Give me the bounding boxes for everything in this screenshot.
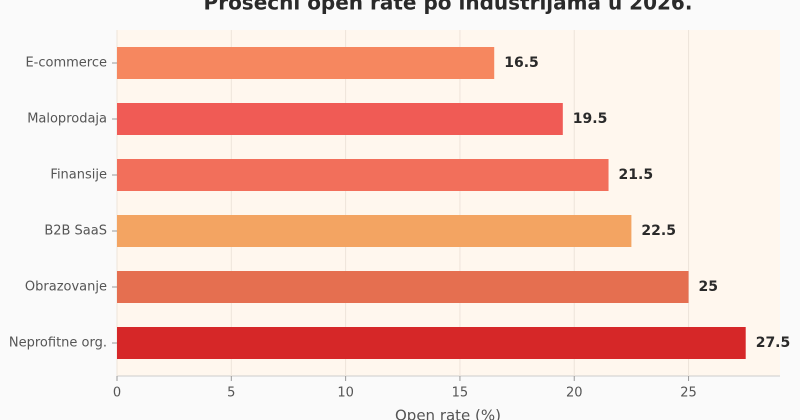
y-tick-label: B2B SaaS <box>44 224 107 239</box>
y-tick-label: E-commerce <box>25 56 107 71</box>
chart-title: Prosečni open rate po industrijama u 202… <box>204 0 693 15</box>
y-tick-label: Neprofitne org. <box>9 336 107 351</box>
x-tick-label: 25 <box>680 386 697 401</box>
x-tick-label: 10 <box>337 386 354 401</box>
y-tick-label: Obrazovanje <box>25 280 107 295</box>
x-tick-label: 15 <box>452 386 469 401</box>
y-tick-label: Maloprodaja <box>27 112 107 127</box>
x-tick-label: 5 <box>227 386 235 401</box>
value-label: 19.5 <box>573 111 608 127</box>
value-label: 25 <box>699 279 718 295</box>
value-label: 22.5 <box>641 223 676 239</box>
plot-area <box>117 30 780 376</box>
x-tick-label: 20 <box>566 386 583 401</box>
value-label: 27.5 <box>756 335 791 351</box>
x-axis-label: Open rate (%) <box>395 407 501 420</box>
x-tick-label: 0 <box>113 386 121 401</box>
bar <box>117 271 689 303</box>
bar <box>117 47 495 79</box>
bar <box>117 215 632 247</box>
bar <box>117 327 746 359</box>
bar <box>117 159 609 191</box>
bar <box>117 103 563 135</box>
value-label: 21.5 <box>619 167 654 183</box>
value-label: 16.5 <box>504 55 539 71</box>
y-tick-label: Finansije <box>50 168 107 183</box>
